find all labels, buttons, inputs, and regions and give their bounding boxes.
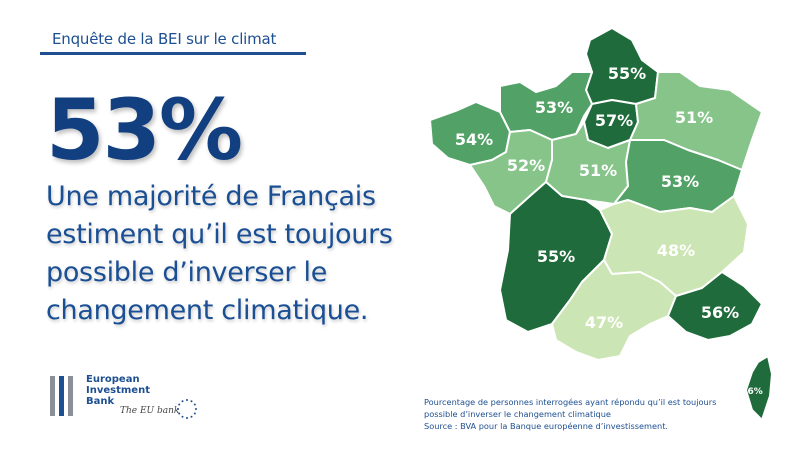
- eib-logo-name-line: Bank: [86, 396, 115, 407]
- footnote-line: Pourcentage de personnes interrogées aya…: [424, 397, 717, 407]
- region-value-bourgogne-franche-comte: 53%: [661, 172, 699, 191]
- headline-line: possible d’inverser le: [46, 257, 328, 288]
- eib-logo-name-line: Investment: [86, 385, 150, 396]
- eib-logo-name-line: European: [86, 374, 140, 385]
- eu-stars-icon: [177, 399, 197, 419]
- region-value-corse: 56%: [741, 387, 763, 397]
- title-underline: [40, 52, 306, 55]
- region-value-grand-est: 51%: [675, 108, 713, 127]
- region-value-pays-de-la-loire: 52%: [507, 156, 545, 175]
- region-value-auvergne-rhone-alpes: 48%: [657, 241, 695, 260]
- headline-line: Une majorité de Français: [46, 181, 376, 212]
- eib-logo-bars: [50, 376, 73, 416]
- region-value-nouvelle-aquitaine: 55%: [537, 247, 575, 266]
- region-value-normandie: 53%: [535, 98, 573, 117]
- region-value-bretagne: 54%: [455, 130, 493, 149]
- eib-logo-name: European Investment Bank: [86, 374, 156, 407]
- headline-statement: Une majorité de Français estiment qu’il …: [46, 178, 426, 330]
- headline-percentage: 53%: [46, 81, 243, 179]
- region-value-hauts-de-france: 55%: [608, 64, 646, 83]
- region-value-centre-val-de-loire: 51%: [579, 161, 617, 180]
- survey-title: Enquête de la BEI sur le climat: [52, 30, 277, 48]
- region-value-ile-de-france: 57%: [595, 111, 633, 130]
- region-value-provence-alpes-cote-dazur: 56%: [701, 303, 739, 322]
- eib-logo-tagline: The EU bank: [120, 406, 180, 416]
- region-value-occitanie: 47%: [585, 313, 623, 332]
- eib-logo: European Investment Bank The EU bank: [50, 374, 210, 424]
- region-corse: [745, 355, 773, 421]
- region-provence-alpes-cote-dazur: [667, 271, 763, 341]
- footnote: Pourcentage de personnes interrogées aya…: [424, 396, 744, 432]
- headline-line: changement climatique.: [46, 295, 369, 326]
- footnote-line: possible d’inverser le changement climat…: [424, 409, 611, 419]
- headline-line: estiment qu’il est toujours: [46, 219, 393, 250]
- footnote-line: Source : BVA pour la Banque européenne d…: [424, 421, 669, 431]
